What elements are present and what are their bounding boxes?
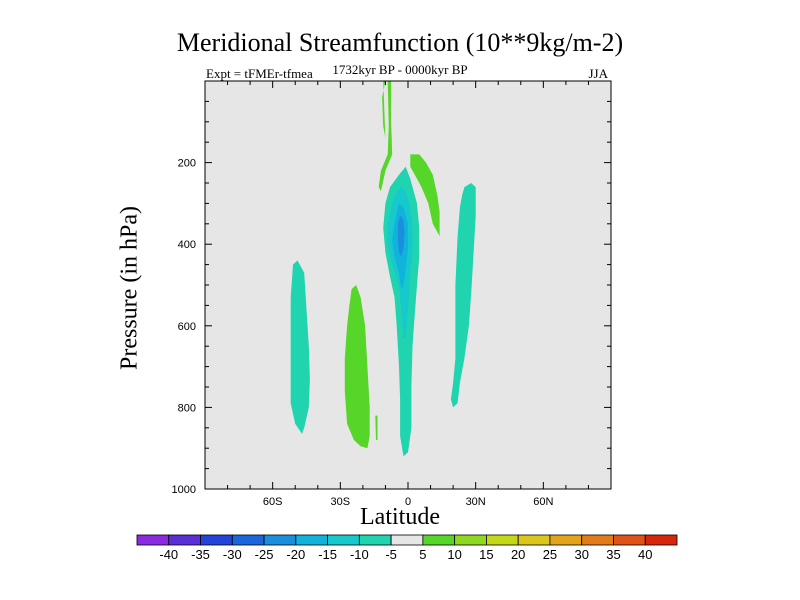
contour-region-green-strip-upper-thin	[382, 81, 386, 139]
period-label: 1732kyr BP - 0000kyr BP	[332, 62, 468, 77]
y-tick-label: 1000	[172, 484, 196, 496]
colorbar-swatch	[200, 534, 233, 546]
colorbar-label: 10	[447, 547, 461, 562]
x-tick-label: 0	[405, 496, 411, 508]
x-tick-label: 30N	[466, 496, 486, 508]
contour-region-deep-blue-core	[397, 215, 405, 257]
x-tick-label: 30S	[331, 496, 351, 508]
colorbar-swatch	[390, 534, 424, 546]
colorbar-swatch	[644, 534, 678, 546]
x-tick-label: 60N	[533, 496, 553, 508]
colorbar-label: 15	[479, 547, 493, 562]
colorbar-swatch	[422, 534, 456, 546]
x-tick-label: 60S	[263, 496, 283, 508]
contour-region-green-column	[344, 285, 370, 449]
colorbar-swatch	[486, 534, 519, 546]
colorbar-label: -15	[318, 547, 337, 562]
colorbar-label: 40	[638, 547, 652, 562]
colorbar-swatch	[581, 534, 614, 546]
season-label: JJA	[588, 66, 608, 81]
chart-title: Meridional Streamfunction (10**9kg/m-2)	[176, 28, 624, 57]
colorbar-label: -10	[350, 547, 369, 562]
x-axis-label: Latitude	[360, 504, 440, 530]
colorbar-label: 35	[606, 547, 620, 562]
contour-region-teal-column-north	[450, 183, 476, 408]
colorbar-label: -40	[159, 547, 178, 562]
colorbar-swatch	[549, 534, 583, 546]
y-tick-label: 600	[178, 321, 196, 333]
colorbar-label: -20	[286, 547, 305, 562]
colorbar-swatch	[231, 534, 265, 546]
colorbar-label: 20	[511, 547, 525, 562]
colorbar-swatch	[517, 534, 551, 546]
colorbar-label: 30	[574, 547, 588, 562]
colorbar-swatch	[136, 534, 170, 546]
experiment-label: Expt = tFMEr-tfmea	[206, 66, 313, 81]
y-tick-label: 200	[178, 158, 196, 170]
contour-region-green-sliver-840	[375, 415, 378, 440]
colorbar-swatch	[454, 534, 487, 546]
contour-region-green-wedge-200-380	[410, 154, 440, 236]
colorbar-swatch	[327, 534, 360, 546]
colorbar-swatch	[263, 534, 297, 546]
colorbar-label: 25	[543, 547, 557, 562]
colorbar-label: -25	[255, 547, 274, 562]
colorbar-swatch	[358, 534, 392, 546]
colorbar-swatch	[168, 534, 201, 546]
colorbar-swatch	[613, 534, 646, 546]
colorbar-label: -30	[223, 547, 242, 562]
colorbar-swatch	[295, 534, 328, 546]
contour-region-green-strip-upper-thin2	[378, 81, 393, 192]
colorbar-label: 5	[419, 547, 426, 562]
colorbar-label: -35	[191, 547, 210, 562]
colorbar-label: -5	[385, 547, 397, 562]
y-tick-label: 800	[178, 402, 196, 414]
contour-region-teal-column-south	[290, 260, 310, 434]
y-tick-label: 400	[178, 239, 196, 251]
